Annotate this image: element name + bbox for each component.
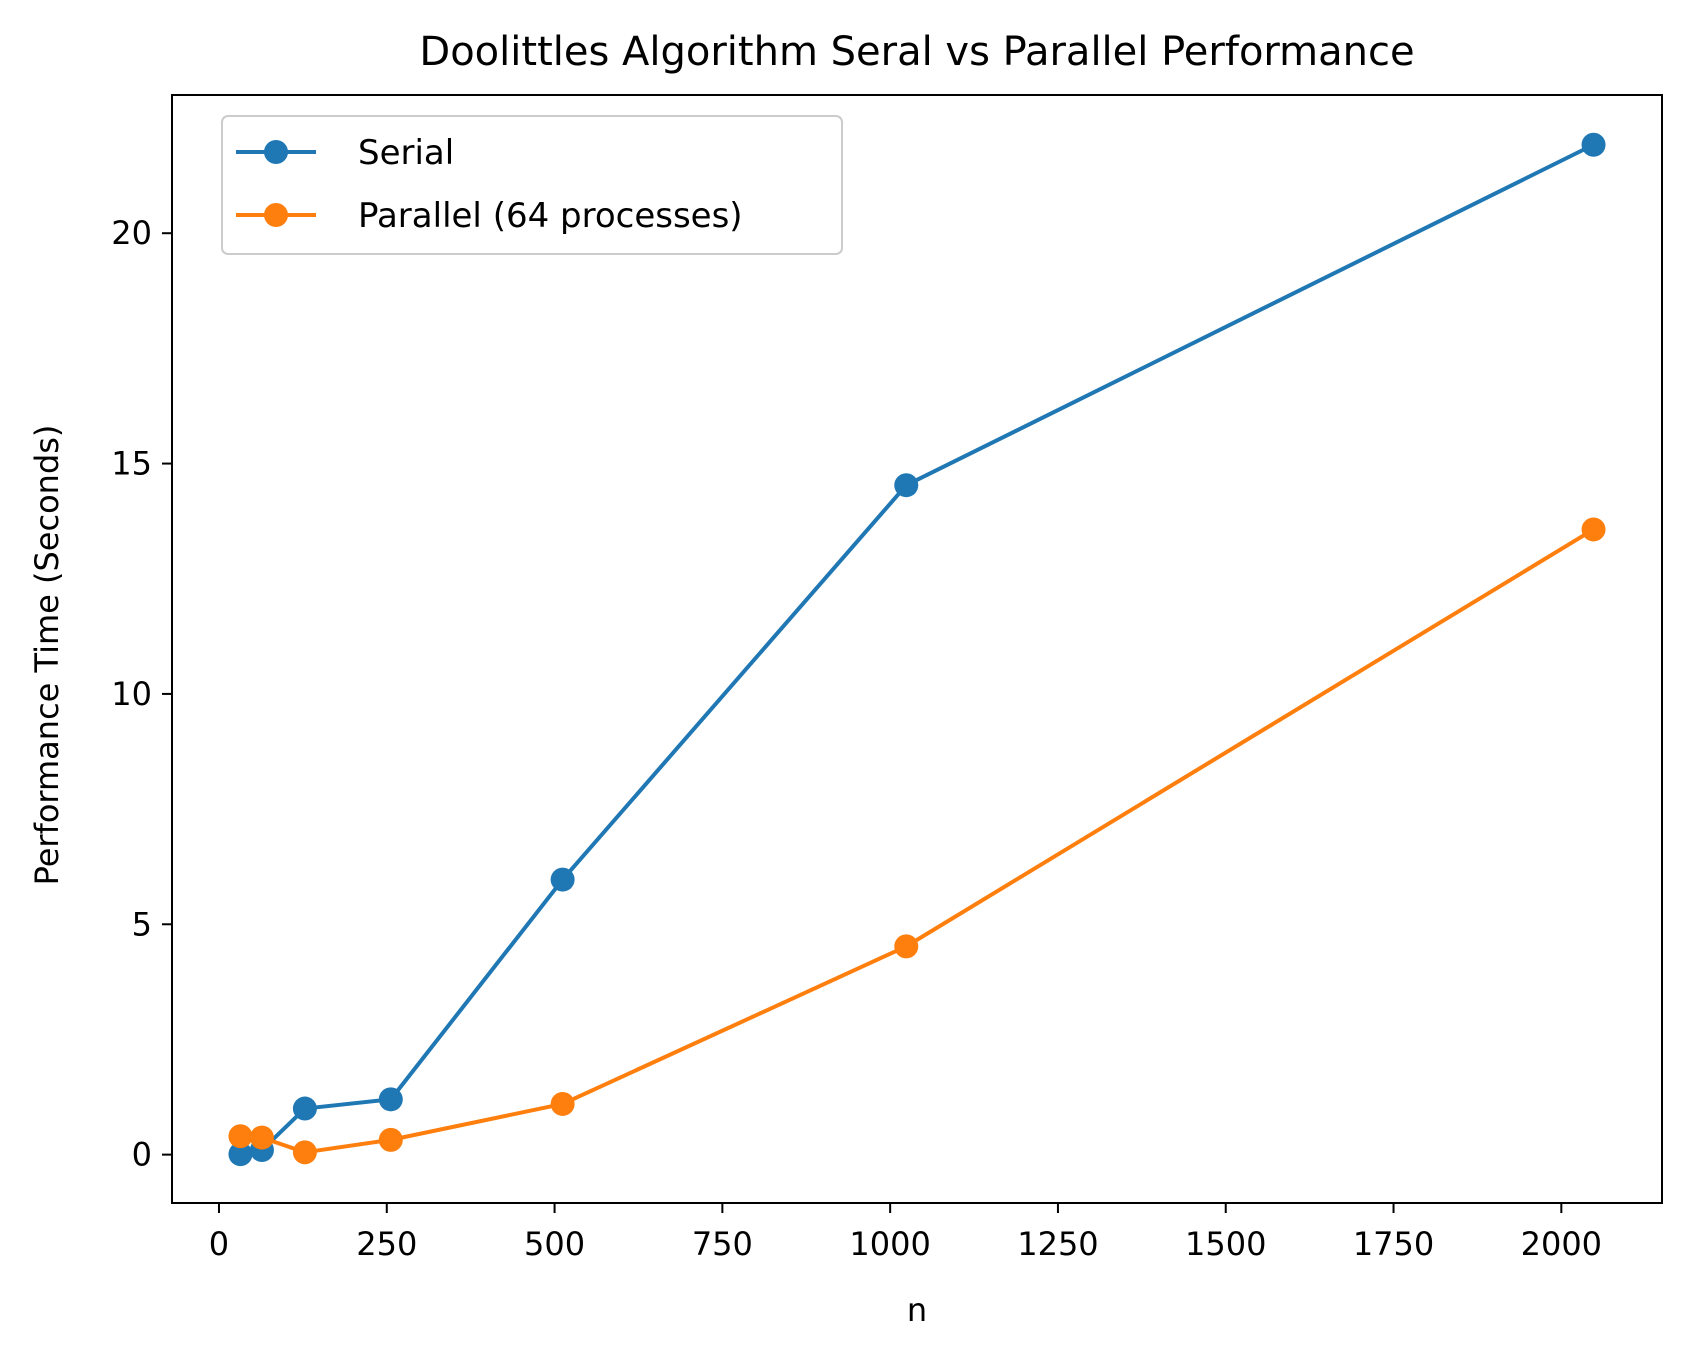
legend-box: [221, 115, 843, 255]
data-point-serial: [550, 867, 575, 892]
legend-swatch-marker: [264, 140, 288, 164]
x-axis-label: n: [907, 1291, 927, 1329]
x-tick-label: 0: [209, 1225, 229, 1263]
y-tick-label: 15: [111, 445, 152, 483]
legend-label: Parallel (64 processes): [358, 196, 743, 236]
y-tick-label: 10: [111, 675, 152, 713]
data-point-serial: [292, 1096, 317, 1121]
x-tick-label: 2000: [1521, 1225, 1602, 1263]
x-tick-label: 1500: [1185, 1225, 1266, 1263]
data-point-parallel-64-processes: [292, 1140, 317, 1165]
x-tick-label: 500: [524, 1225, 585, 1263]
x-tick-label: 750: [692, 1225, 753, 1263]
data-point-parallel-64-processes: [894, 934, 919, 959]
data-point-serial: [378, 1087, 403, 1112]
y-tick-label: 5: [132, 905, 152, 943]
data-point-parallel-64-processes: [228, 1124, 253, 1149]
data-point-serial: [1581, 132, 1606, 157]
data-point-serial: [894, 473, 919, 498]
data-point-parallel-64-processes: [1581, 517, 1606, 542]
data-point-serial: [228, 1142, 253, 1167]
axes-frame: [171, 94, 1663, 1204]
y-tick-label: 20: [111, 214, 152, 252]
x-tick-label: 250: [356, 1225, 417, 1263]
y-axis-label: Performance Time (Seconds): [28, 425, 66, 886]
x-tick-label: 1000: [849, 1225, 930, 1263]
x-tick-label: 1250: [1017, 1225, 1098, 1263]
data-point-parallel-64-processes: [249, 1125, 274, 1150]
y-tick-label: 0: [132, 1136, 152, 1174]
data-point-parallel-64-processes: [378, 1127, 403, 1152]
plot-area: 0 250 500 750 1000 1250 1500 1750 2000 0 5 10 15 20 Se…: [111, 94, 1663, 1263]
legend-swatch-marker: [264, 203, 288, 227]
data-point-parallel-64-processes: [550, 1091, 575, 1116]
legend-label: Serial: [358, 133, 454, 173]
chart-title: Doolittles Algorithm Seral vs Parallel P…: [419, 29, 1414, 75]
x-tick-label: 1750: [1353, 1225, 1434, 1263]
